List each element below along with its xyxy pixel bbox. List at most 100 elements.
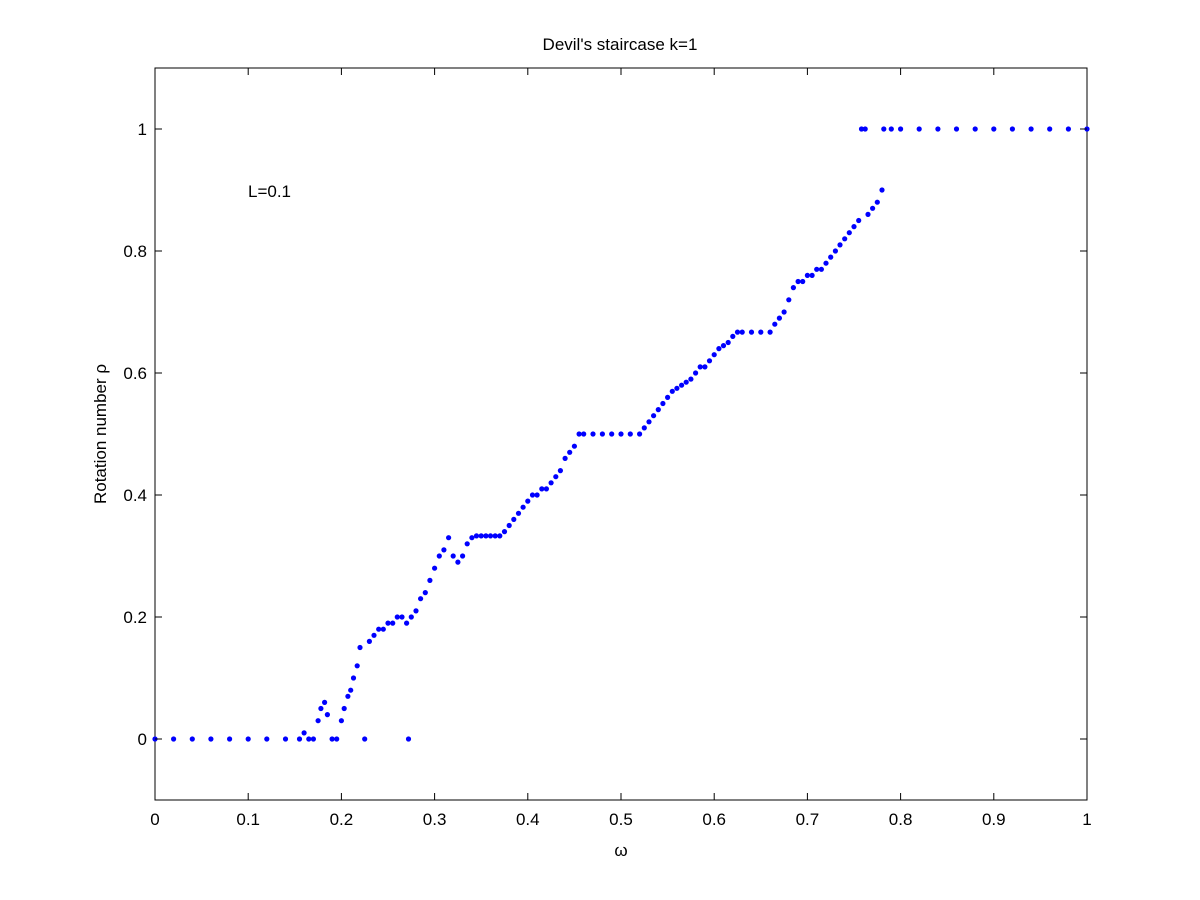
data-point — [534, 492, 540, 498]
data-point — [651, 413, 657, 419]
data-point — [1028, 126, 1034, 132]
data-point — [371, 632, 377, 638]
data-point — [590, 431, 596, 437]
data-point — [405, 736, 412, 742]
data-point — [529, 492, 536, 498]
plot-area: 0 0.1 0.2 0.3 0.4 0.5 0.6 0.7 0.8 0.9 1 0 0.2 0.4 0.6 0… — [123, 67, 1092, 829]
data-point — [245, 736, 251, 742]
data-point — [856, 217, 862, 224]
data-point — [539, 486, 545, 492]
data-point — [301, 730, 307, 736]
data-point — [390, 620, 396, 626]
data-point — [828, 254, 834, 260]
data-point — [814, 266, 820, 272]
data-point — [818, 266, 825, 272]
x-tick-label: 0.8 — [889, 810, 913, 829]
data-point — [581, 431, 587, 437]
data-point — [618, 431, 624, 437]
data-point — [334, 736, 340, 742]
data-point — [665, 394, 671, 400]
y-tick-label: 0.4 — [123, 486, 147, 505]
data-point — [637, 431, 643, 437]
data-point — [1009, 126, 1016, 132]
data-point — [264, 736, 270, 742]
y-tick-label: 0 — [138, 730, 147, 749]
data-point — [571, 443, 578, 449]
data-point — [515, 510, 522, 516]
data-point — [557, 468, 564, 474]
data-point — [655, 407, 661, 413]
data-point — [679, 382, 685, 388]
data-point — [350, 675, 357, 681]
data-point — [748, 329, 755, 335]
data-point — [315, 718, 321, 724]
data-point — [693, 370, 699, 376]
data-point — [469, 535, 475, 541]
data-point — [991, 126, 997, 132]
data-point — [478, 533, 484, 539]
data-point — [362, 736, 368, 742]
data-point — [804, 272, 811, 278]
data-point — [800, 278, 806, 285]
data-point — [711, 352, 717, 358]
data-point — [972, 126, 978, 132]
x-tick-label: 0.2 — [330, 810, 354, 829]
data-point — [408, 614, 414, 620]
data-point — [725, 339, 731, 346]
data-point — [881, 126, 887, 132]
data-point — [310, 736, 316, 742]
data-point — [1065, 126, 1071, 132]
data-point — [525, 498, 531, 504]
data-point — [688, 376, 694, 382]
data-point — [296, 736, 303, 742]
data-point — [208, 736, 214, 742]
data-point — [683, 379, 689, 385]
x-axis-label: ω — [614, 841, 627, 860]
data-point — [348, 687, 354, 693]
data-point — [543, 486, 550, 492]
axis-ticks: 0 0.1 0.2 0.3 0.4 0.5 0.6 0.7 0.8 0.9 1 0 0.2 0.4 0.6 0… — [123, 68, 1092, 829]
data-point — [716, 346, 722, 352]
data-point — [506, 522, 512, 529]
data-point — [492, 533, 498, 539]
data-point — [576, 431, 582, 437]
data-point — [916, 126, 922, 132]
data-point — [790, 285, 797, 291]
data-point — [823, 260, 829, 266]
data-point — [702, 364, 708, 370]
data-point — [354, 663, 360, 669]
data-point — [497, 533, 503, 539]
data-point — [669, 388, 675, 394]
data-point — [441, 547, 447, 553]
data-point — [809, 272, 815, 278]
data-point — [436, 553, 442, 559]
data-point — [697, 364, 703, 370]
data-point — [171, 736, 177, 742]
x-tick-label: 0.9 — [982, 810, 1006, 829]
data-point — [473, 533, 480, 539]
data-point — [432, 565, 438, 571]
data-point — [706, 358, 713, 364]
data-point — [189, 736, 195, 742]
y-tick-label: 0.2 — [123, 608, 147, 627]
data-point — [870, 205, 876, 211]
x-tick-label: 0.6 — [702, 810, 726, 829]
data-point — [660, 400, 666, 407]
data-point — [562, 455, 568, 461]
data-point — [781, 309, 787, 315]
data-point — [282, 736, 289, 742]
data-point — [511, 516, 517, 523]
data-point — [776, 315, 783, 321]
data-point — [567, 449, 573, 455]
data-point — [898, 126, 904, 132]
data-point — [376, 626, 382, 632]
data-point — [832, 248, 839, 254]
data-point — [446, 535, 452, 541]
data-point — [394, 614, 400, 620]
data-point — [329, 736, 335, 742]
data-point — [345, 693, 351, 699]
data-point — [450, 553, 456, 559]
data-point — [399, 614, 405, 620]
data-point — [862, 126, 868, 132]
